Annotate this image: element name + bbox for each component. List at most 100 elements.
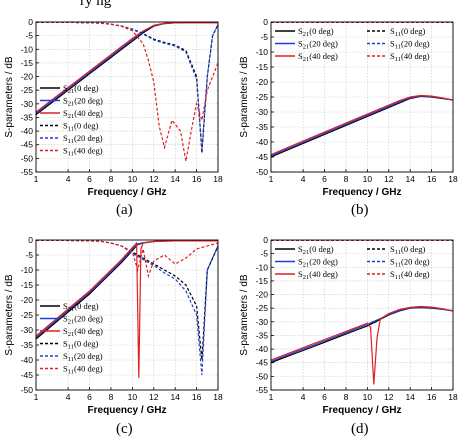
- x-tick-label: 1: [269, 174, 274, 184]
- y-tick-label: -35: [21, 112, 34, 122]
- y-tick-label: -45: [21, 370, 34, 380]
- x-tick-label: 8: [344, 174, 349, 184]
- x-tick-label: 1: [34, 174, 39, 184]
- series-line-4: [36, 240, 218, 361]
- legend-label: S21(20 deg): [298, 257, 338, 269]
- legend-label: S21(0 deg): [298, 244, 334, 256]
- y-tick-label: 0: [28, 235, 33, 245]
- x-tick-label: 6: [87, 392, 92, 402]
- y-tick-label: -50: [21, 153, 34, 163]
- legend-label: S11(40 deg): [63, 364, 103, 376]
- y-axis-label: S-parameters / dB: [239, 56, 250, 137]
- x-tick-label: 4: [66, 174, 71, 184]
- legend-label: S21(40 deg): [298, 51, 338, 63]
- legend-label: S11(40 deg): [63, 146, 103, 158]
- y-tick-label: -5: [260, 249, 268, 259]
- y-tick-label: -35: [256, 122, 269, 132]
- chart-panel-1: 1 4 6 8 10 12 14 16 180-5-10-15-20-25-30-35-40-4…: [4, 17, 223, 198]
- y-tick-label: -35: [21, 340, 34, 350]
- y-tick-label: -25: [21, 310, 34, 320]
- legend-label: S11(20 deg): [390, 257, 430, 269]
- legend-label: S11(20 deg): [390, 39, 430, 51]
- legend: S21(0 deg)S21(20 deg)S21(40 deg)S11(0 de…: [275, 26, 430, 63]
- y-tick-label: -50: [256, 167, 269, 177]
- x-tick-label: 4: [301, 392, 306, 402]
- x-tick-label: 16: [427, 174, 437, 184]
- y-tick-label: -15: [21, 58, 34, 68]
- series-line-5: [36, 240, 218, 376]
- x-tick-label: 18: [448, 392, 458, 402]
- x-tick-label: 1: [269, 392, 274, 402]
- legend: S21(0 deg)S21(20 deg)S21(40 deg)S11(0 de…: [40, 301, 103, 376]
- y-tick-label: -55: [256, 385, 269, 395]
- y-tick-label: -5: [25, 31, 33, 41]
- y-axis-label: S-parameters / dB: [4, 274, 15, 355]
- y-tick-label: -10: [21, 44, 34, 54]
- y-tick-label: -30: [256, 317, 269, 327]
- y-tick-label: -20: [21, 295, 34, 305]
- y-tick-label: -45: [256, 152, 269, 162]
- x-tick-label: 4: [301, 174, 306, 184]
- x-tick-label: 16: [192, 174, 202, 184]
- y-tick-label: -20: [21, 72, 34, 82]
- y-tick-label: -10: [256, 47, 269, 57]
- x-tick-label: 12: [149, 392, 159, 402]
- chart-panel-3: 1 4 6 8 10 12 14 16 180-5-10-15-20-25-30-35-40-4…: [4, 235, 223, 416]
- y-axis-label: S-parameters / dB: [4, 56, 15, 137]
- legend-label: S11(0 deg): [63, 121, 98, 133]
- y-tick-label: -50: [21, 385, 34, 395]
- x-axis-label: Frequency / GHz: [323, 187, 402, 198]
- plot-area: [36, 22, 218, 172]
- x-tick-label: 10: [128, 392, 138, 402]
- series-line-3: [271, 305, 453, 385]
- y-tick-label: -10: [256, 262, 269, 272]
- y-tick-label: -40: [256, 137, 269, 147]
- y-tick-label: -35: [256, 330, 269, 340]
- y-tick-label: -30: [256, 107, 269, 117]
- x-tick-label: 12: [384, 174, 394, 184]
- legend-label: S11(20 deg): [63, 351, 103, 363]
- chart-panel-2: 1 4 6 8 10 12 14 16 180-5-10-15-20-25-30-35-40-4…: [239, 17, 458, 198]
- x-tick-label: 8: [344, 392, 349, 402]
- legend-label: S21(20 deg): [63, 314, 103, 326]
- legend-label: S11(0 deg): [63, 339, 98, 351]
- x-tick-label: 8: [109, 392, 114, 402]
- y-tick-label: -15: [256, 62, 269, 72]
- x-tick-label: 14: [405, 174, 415, 184]
- legend-label: S21(0 deg): [63, 301, 99, 313]
- x-tick-label: 6: [87, 174, 92, 184]
- y-tick-label: -20: [256, 77, 269, 87]
- x-tick-label: 10: [363, 392, 373, 402]
- x-tick-label: 16: [427, 392, 437, 402]
- x-tick-label: 4: [66, 392, 71, 402]
- legend-label: S11(0 deg): [390, 244, 425, 256]
- legend-label: S11(40 deg): [390, 51, 430, 63]
- y-tick-label: -40: [256, 344, 269, 354]
- y-tick-label: -25: [256, 303, 269, 313]
- plot-area: [271, 240, 453, 390]
- legend-label: S11(0 deg): [390, 26, 425, 38]
- x-axis-label: Frequency / GHz: [88, 187, 167, 198]
- x-tick-label: 8: [109, 174, 114, 184]
- legend-label: S21(0 deg): [63, 83, 99, 95]
- series-line-3: [36, 22, 218, 113]
- y-tick-label: -40: [21, 126, 34, 136]
- series-group: [36, 22, 218, 162]
- legend-label: S21(20 deg): [298, 39, 338, 51]
- x-axis-label: Frequency / GHz: [323, 405, 402, 416]
- caption-b: (b): [351, 202, 369, 218]
- x-tick-label: 18: [213, 392, 223, 402]
- y-tick-label: -15: [21, 280, 34, 290]
- legend-label: S21(40 deg): [63, 326, 103, 338]
- y-tick-label: -40: [21, 355, 34, 365]
- legend: S21(0 deg)S21(20 deg)S21(40 deg)S11(0 de…: [40, 83, 103, 158]
- y-tick-label: 0: [28, 17, 33, 27]
- y-tick-label: 0: [263, 235, 268, 245]
- legend-label: S11(20 deg): [63, 133, 103, 145]
- y-tick-label: -20: [256, 290, 269, 300]
- caption-c: (c): [116, 421, 133, 437]
- legend-label: S21(20 deg): [63, 96, 103, 108]
- y-tick-label: -45: [21, 140, 34, 150]
- legend-label: S21(40 deg): [298, 269, 338, 281]
